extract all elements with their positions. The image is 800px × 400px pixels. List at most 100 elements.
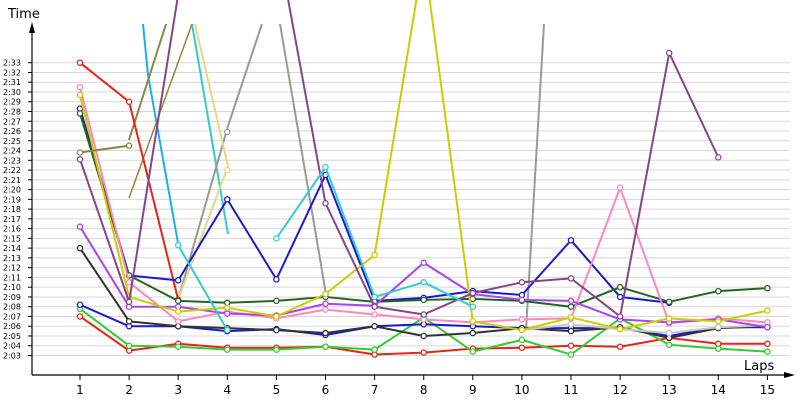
data-point xyxy=(518,326,526,334)
y-tick-label: 2:20 xyxy=(3,186,21,195)
data-point xyxy=(715,345,722,352)
series-path xyxy=(79,0,768,332)
series-line xyxy=(76,142,133,156)
off-scale-segment xyxy=(177,125,229,301)
y-tick-label: 2:33 xyxy=(3,59,21,68)
y-tick-label: 2:28 xyxy=(3,108,21,117)
y-tick-label: 2:13 xyxy=(3,254,21,263)
y-tick-label: 2:08 xyxy=(3,303,21,312)
series-path xyxy=(177,244,229,331)
off-scale-segment xyxy=(142,23,149,76)
data-point xyxy=(273,297,280,305)
data-point xyxy=(567,237,575,244)
data-point xyxy=(322,199,329,207)
off-scale-segment xyxy=(194,23,229,167)
data-point xyxy=(174,241,182,249)
y-tick-label: 2:12 xyxy=(3,264,21,273)
y-tick-label: 2:24 xyxy=(3,147,21,156)
y-tick-label: 2:04 xyxy=(3,342,21,351)
off-scale-segment xyxy=(227,23,263,127)
x-tick-label: 13 xyxy=(662,383,677,397)
series-path xyxy=(79,144,130,154)
data-point xyxy=(224,346,231,353)
data-point xyxy=(469,303,477,310)
series-path xyxy=(79,108,670,304)
data-point xyxy=(174,343,182,350)
series-line xyxy=(224,166,231,174)
data-point xyxy=(518,336,526,344)
x-tick-label: 7 xyxy=(371,383,379,397)
data-point xyxy=(764,307,771,314)
data-point xyxy=(224,304,231,311)
data-point xyxy=(322,163,329,171)
data-point xyxy=(518,316,526,323)
x-tick-label: 1 xyxy=(76,383,84,397)
y-tick-label: 2:06 xyxy=(3,322,21,331)
y-tick-label: 2:16 xyxy=(3,225,21,234)
data-point xyxy=(224,326,231,334)
x-tick-labels: 1 2 3 4 5 6 7 8 9 10 11 12 13 14 15 xyxy=(76,383,775,397)
y-tick-label: 2:26 xyxy=(3,127,21,136)
x-tick-label: 4 xyxy=(223,383,231,397)
y-tick-label: 2:21 xyxy=(3,176,21,185)
data-point xyxy=(76,244,84,252)
series-path xyxy=(287,0,720,318)
data-point xyxy=(224,166,231,174)
data-point xyxy=(76,301,84,308)
data-point xyxy=(715,154,722,161)
data-point xyxy=(76,313,84,320)
y-axis-arrow xyxy=(29,22,35,33)
data-point xyxy=(371,322,378,330)
data-point xyxy=(371,311,378,318)
x-tick-label: 6 xyxy=(322,383,330,397)
x-tick-label: 9 xyxy=(469,383,477,397)
y-tick-label: 2:19 xyxy=(3,195,21,204)
y-tick-labels: 2:032:042:052:062:072:082:092:102:112:12… xyxy=(3,59,21,361)
data-point xyxy=(224,128,231,136)
data-point xyxy=(715,318,722,325)
x-tick-label: 12 xyxy=(612,383,627,397)
y-tick-label: 2:14 xyxy=(3,244,21,253)
data-point xyxy=(469,348,477,355)
data-point xyxy=(125,98,133,105)
series-path xyxy=(275,166,474,308)
y-axis-title: Time xyxy=(7,7,40,22)
data-point xyxy=(76,110,84,117)
y-tick-label: 2:15 xyxy=(3,234,21,243)
data-point xyxy=(224,196,231,203)
y-tick-label: 2:17 xyxy=(3,215,21,224)
data-point xyxy=(76,59,84,66)
data-point xyxy=(616,325,624,333)
data-point xyxy=(518,279,526,286)
data-point xyxy=(174,308,182,315)
series-line xyxy=(76,105,673,307)
data-point xyxy=(616,343,624,350)
y-tick-label: 2:22 xyxy=(3,166,21,175)
data-point xyxy=(371,251,378,259)
data-point xyxy=(567,314,575,321)
series-line xyxy=(224,128,231,136)
data-point xyxy=(665,329,673,337)
data-point xyxy=(616,184,624,191)
data-point xyxy=(174,318,182,325)
data-point xyxy=(371,303,378,310)
data-point xyxy=(567,351,575,358)
axes: Time Laps xyxy=(7,7,795,378)
x-tick-label: 2 xyxy=(125,383,133,397)
data-point xyxy=(665,315,673,322)
data-point xyxy=(616,313,624,320)
y-tick-label: 2:07 xyxy=(3,312,21,321)
data-point xyxy=(322,329,329,337)
x-tick-label: 10 xyxy=(514,383,529,397)
data-point xyxy=(322,300,329,308)
off-scale-segment xyxy=(177,165,229,301)
x-tick-label: 5 xyxy=(273,383,281,397)
data-point xyxy=(469,329,477,337)
x-tick-label: 15 xyxy=(760,383,775,397)
data-point xyxy=(322,290,329,298)
data-point xyxy=(567,342,575,349)
y-tick-label: 2:30 xyxy=(3,88,21,97)
data-point xyxy=(322,343,329,350)
off-scale-segment xyxy=(191,23,229,235)
